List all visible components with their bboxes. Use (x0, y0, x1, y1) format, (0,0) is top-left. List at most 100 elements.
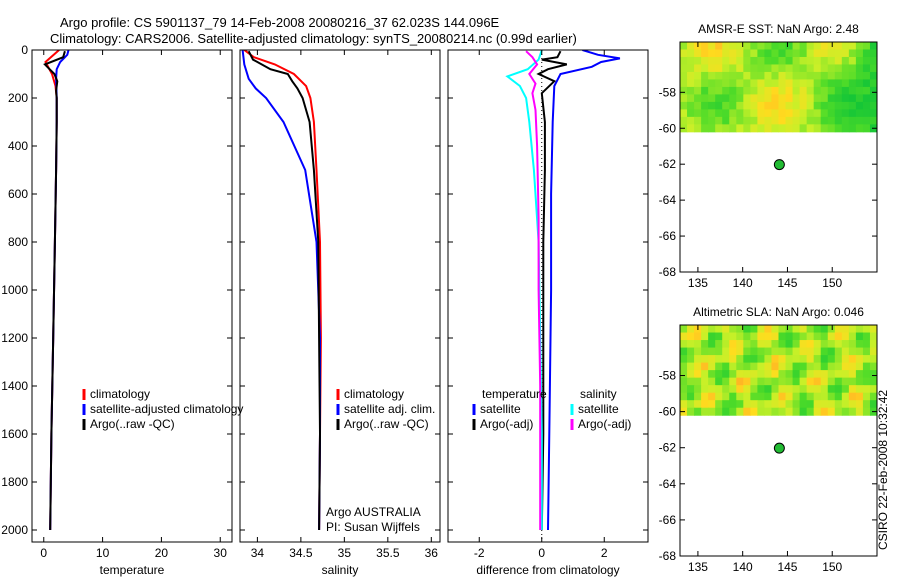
heatmap-cell (813, 362, 822, 371)
series-line-temperature-argo-adj- (536, 50, 568, 531)
heatmap-cell (834, 362, 843, 371)
heatmap-cell (827, 400, 836, 409)
heatmap-cell (813, 400, 822, 409)
heatmap-cell (848, 86, 857, 95)
heatmap-cell (757, 124, 765, 133)
heatmap-cell (764, 362, 772, 371)
profile-panel-1: 0 10 20 30 temperature 0 200 400 600 800 1000 1200 1… (1, 43, 243, 577)
heatmap-cell (687, 49, 695, 58)
heatmap-cell (764, 355, 772, 364)
heatmap-cell (750, 124, 758, 133)
heatmap-cell (820, 86, 829, 95)
heatmap-cell (778, 71, 787, 80)
heatmap-cell (820, 347, 829, 356)
heatmap-cell (841, 49, 850, 58)
heatmap-cell (687, 116, 695, 125)
heatmap-cell (841, 332, 850, 341)
heatmap-cell (715, 101, 723, 110)
heatmap-cell (694, 362, 702, 371)
heatmap-cell (869, 340, 878, 349)
heatmap-cell (869, 377, 878, 386)
heatmap-cell (757, 400, 765, 409)
heatmap-cell (736, 340, 744, 349)
legend-label: satellite (578, 402, 619, 416)
heatmap-cell (715, 392, 723, 401)
heatmap-cell (694, 71, 702, 80)
heatmap-cell (834, 392, 843, 401)
heatmap-cell (757, 79, 765, 88)
heatmap-cell (757, 347, 765, 356)
heatmap-cell (764, 94, 772, 103)
heatmap-cell (841, 42, 850, 50)
heatmap-cell (799, 101, 808, 110)
heatmap-cell (701, 116, 709, 125)
heatmap-cell (848, 124, 857, 133)
heatmap-cell (708, 407, 716, 416)
heatmap-cell (743, 407, 751, 416)
heatmap-cell (813, 42, 822, 50)
heatmap-cell (785, 392, 794, 401)
argo-position-marker (773, 159, 785, 171)
heatmap-cell (855, 377, 864, 386)
heatmap-cell (750, 340, 758, 349)
heatmap-cell (869, 79, 878, 88)
legend-label: Argo(..raw -QC) (344, 417, 429, 431)
heatmap-cell (729, 347, 737, 356)
heatmap-cell (701, 94, 709, 103)
legend-label: Argo(-adj) (578, 417, 631, 431)
heatmap-cell (687, 124, 695, 133)
heatmap-cell (750, 56, 758, 65)
heatmap-cell (729, 56, 737, 65)
heatmap-cell (736, 370, 744, 379)
heatmap-cell (813, 355, 822, 364)
heatmap-cell (799, 94, 808, 103)
x-tick-label: 145 (777, 276, 797, 290)
heatmap-cell (785, 109, 794, 118)
heatmap-cell (827, 385, 836, 394)
heatmap-cell (841, 355, 850, 364)
heatmap-cell (715, 362, 723, 371)
heatmap-cell (757, 377, 765, 386)
heatmap-cell (715, 370, 723, 379)
heatmap-cell (680, 71, 688, 80)
heatmap-cell (869, 94, 878, 103)
heatmap-cell (729, 362, 737, 371)
heatmap-cell (862, 400, 871, 409)
heatmap-cell (729, 400, 737, 409)
heatmap-cell (715, 71, 723, 80)
heatmap-cell (841, 325, 850, 334)
heatmap-cell (729, 385, 737, 394)
heatmap-cell (813, 340, 822, 349)
heatmap-cell (771, 377, 779, 386)
heatmap-cell (778, 116, 787, 125)
heatmap-cell (743, 377, 751, 386)
heatmap-cell (862, 332, 871, 341)
heatmap-cell (855, 332, 864, 341)
heatmap-cell (729, 370, 737, 379)
heatmap-cell (834, 124, 843, 133)
heatmap-cell (736, 377, 744, 386)
heatmap-cell (813, 116, 822, 125)
heatmap-cell (694, 109, 702, 118)
heatmap-cell (715, 86, 723, 95)
x-tick-label: 140 (733, 560, 753, 574)
y-tick-label: -68 (659, 549, 677, 563)
heatmap-cell (834, 94, 843, 103)
heatmap-cell (750, 64, 758, 73)
heatmap-cell (764, 385, 772, 394)
heatmap-cell (778, 407, 787, 416)
heatmap-cell (764, 109, 772, 118)
heatmap-cell (722, 101, 730, 110)
heatmap-cell (813, 407, 822, 416)
heatmap-cell (806, 355, 815, 364)
y-tick-label: -58 (659, 369, 677, 383)
heatmap-cell (827, 109, 836, 118)
heatmap-cell (736, 109, 744, 118)
heatmap-cell (785, 325, 794, 334)
heatmap-cell (708, 101, 716, 110)
heatmap-cell (848, 407, 857, 416)
heatmap-cell (862, 325, 871, 334)
heatmap-cell (736, 392, 744, 401)
heatmap-cell (806, 400, 815, 409)
heatmap-cell (799, 49, 808, 58)
